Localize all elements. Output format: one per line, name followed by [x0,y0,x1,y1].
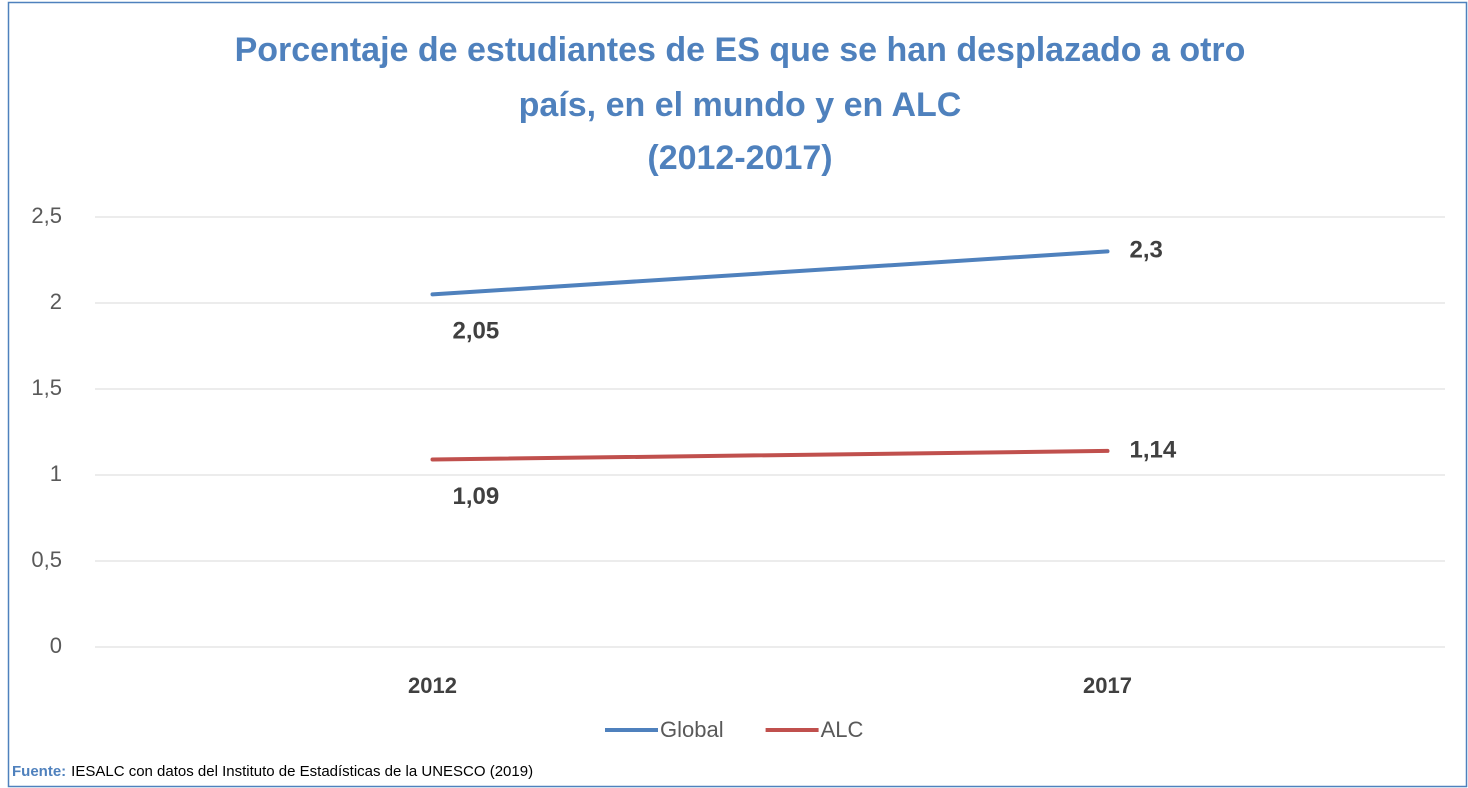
y-tick-label: 0 [50,633,62,658]
data-label: 2,3 [1130,237,1163,264]
y-tick-label: 2 [50,289,62,314]
source-text: IESALC con datos del Instituto de Estadí… [71,763,533,780]
y-tick-label: 2,5 [31,203,62,228]
source: Fuente: IESALC con datos del Instituto de… [12,763,533,780]
line-series [430,249,1110,297]
data-label: 2,05 [453,318,500,345]
chart-title: (2012-2017) [647,139,832,177]
x-tick-label: 2012 [408,673,457,698]
y-tick-label: 1,5 [31,375,62,400]
y-tick-label: 1 [50,461,62,486]
source-label: Fuente: [12,763,66,780]
x-tick-label: 2017 [1083,673,1132,698]
data-label: 1,14 [1130,436,1177,463]
legend-label: ALC [821,717,864,742]
y-tick-label: 0,5 [31,547,62,572]
line-series [430,448,1110,462]
chart-frame [7,1,1468,788]
data-label: 1,09 [453,483,500,510]
chart-title: país, en el mundo y en ALC [519,86,962,124]
legend-label: Global [660,717,724,742]
chart-title: Porcentaje de estudiantes de ES que se h… [235,31,1246,69]
